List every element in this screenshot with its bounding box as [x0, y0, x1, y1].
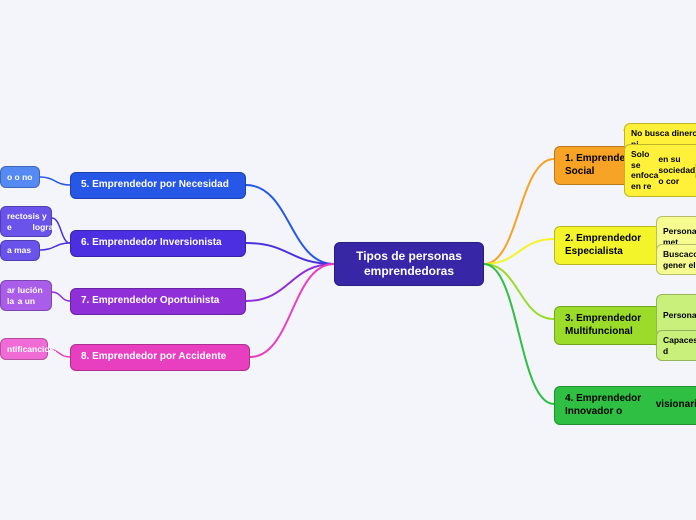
leaf-r3-1[interactable]: Capaces dnegociosenfoque e [656, 330, 696, 361]
leaf-l8-0[interactable]: ntificancios. [0, 338, 48, 360]
leaf-l7-0-label: ar la [7, 285, 18, 306]
leaf-r1-1-label-1: en su sociedad o cor [658, 154, 695, 186]
leaf-r3-1-label: Capaces d [663, 335, 696, 356]
leaf-l8-0-label-1: cios. [37, 344, 56, 355]
leaf-l7-0[interactable]: ar lalución a un [0, 280, 52, 311]
leaf-l6-0-label: rectos e [7, 211, 33, 232]
center-node-label: Tipos de personas [356, 249, 462, 264]
branch-r4-label-1: visionario [656, 399, 696, 412]
leaf-r1-1[interactable]: Solo se enfoca en reen su sociedad o cor… [624, 144, 696, 197]
branch-r4-label: 4. Emprendedor Innovador o [565, 393, 656, 418]
center-node-label-1: emprendedoras [364, 264, 454, 279]
leaf-r3-0-label: Personas [663, 310, 696, 321]
leaf-r1-1-label: Solo se enfoca en re [631, 149, 658, 192]
leaf-l5-0[interactable]: o o no [0, 166, 40, 188]
branch-l5-label: 5. Emprendedor por Necesidad [81, 179, 229, 192]
branch-l7[interactable]: 7. Emprendedor Oportuinista [70, 288, 246, 315]
branch-l8-label: 8. Emprendedor por Accidente [81, 351, 226, 364]
branch-l6-label: 6. Emprendedor Inversionista [81, 237, 222, 250]
branch-l7-label: 7. Emprendedor Oportuinista [81, 295, 219, 308]
leaf-r2-1[interactable]: Busca genercon ellas. [656, 244, 696, 275]
leaf-l8-0-label: ntifican [7, 344, 37, 355]
mindmap-canvas: Tipos de personasemprendedoras1. Emprend… [0, 0, 696, 520]
leaf-l6-1[interactable]: a mas [0, 240, 40, 261]
leaf-l6-0[interactable]: rectos eis y lograr [0, 206, 52, 237]
leaf-r2-1-label: Busca gener [663, 249, 689, 270]
leaf-l5-0-label: o o no [7, 172, 33, 183]
branch-l6[interactable]: 6. Emprendedor Inversionista [70, 230, 246, 257]
leaf-l6-1-label: a mas [7, 245, 31, 256]
leaf-r2-1-label-1: con ellas. [689, 249, 696, 270]
center-node[interactable]: Tipos de personasemprendedoras [334, 242, 484, 286]
branch-l8[interactable]: 8. Emprendedor por Accidente [70, 344, 250, 371]
leaf-l7-0-label-1: lución a un [18, 285, 45, 306]
leaf-l6-0-label-1: is y lograr [33, 211, 57, 232]
branch-l5[interactable]: 5. Emprendedor por Necesidad [70, 172, 246, 199]
branch-r4[interactable]: 4. Emprendedor Innovador ovisionario [554, 386, 696, 425]
